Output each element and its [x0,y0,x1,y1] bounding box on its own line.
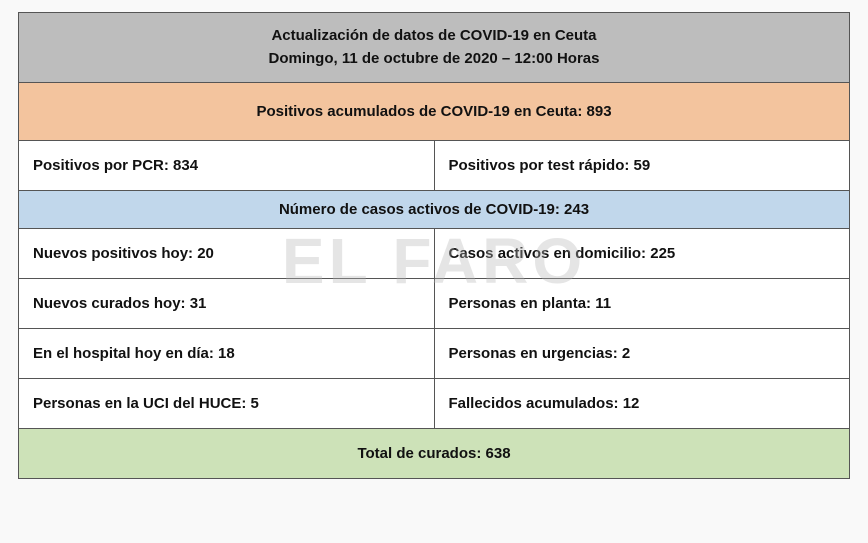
row3-left: Personas en la UCI del HUCE: 5 [19,379,435,429]
data-row-3: Personas en la UCI del HUCE: 5 Fallecido… [19,379,850,429]
header-cell: Actualización de datos de COVID-19 en Ce… [19,13,850,83]
row2-right: Personas en urgencias: 2 [434,329,850,379]
row2-left: En el hospital hoy en día: 18 [19,329,435,379]
header-row: Actualización de datos de COVID-19 en Ce… [19,13,850,83]
data-row-0: Nuevos positivos hoy: 20 Casos activos e… [19,229,850,279]
pcr-cell: Positivos por PCR: 834 [19,141,435,191]
rapid-cell: Positivos por test rápido: 59 [434,141,850,191]
row1-right: Personas en planta: 11 [434,279,850,329]
header-title: Actualización de datos de COVID-19 en Ce… [31,25,837,48]
row3-right: Fallecidos acumulados: 12 [434,379,850,429]
tests-row: Positivos por PCR: 834 Positivos por tes… [19,141,850,191]
accumulated-row: Positivos acumulados de COVID-19 en Ceut… [19,83,850,141]
row0-left: Nuevos positivos hoy: 20 [19,229,435,279]
recovered-row: Total de curados: 638 [19,429,850,479]
active-cases-row: Número de casos activos de COVID-19: 243 [19,191,850,229]
recovered-cell: Total de curados: 638 [19,429,850,479]
header-subtitle: Domingo, 11 de octubre de 2020 – 12:00 H… [31,48,837,71]
active-cases-cell: Número de casos activos de COVID-19: 243 [19,191,850,229]
covid-data-table: Actualización de datos de COVID-19 en Ce… [18,12,850,479]
data-row-2: En el hospital hoy en día: 18 Personas e… [19,329,850,379]
row1-left: Nuevos curados hoy: 31 [19,279,435,329]
row0-right: Casos activos en domicilio: 225 [434,229,850,279]
accumulated-cell: Positivos acumulados de COVID-19 en Ceut… [19,83,850,141]
data-row-1: Nuevos curados hoy: 31 Personas en plant… [19,279,850,329]
